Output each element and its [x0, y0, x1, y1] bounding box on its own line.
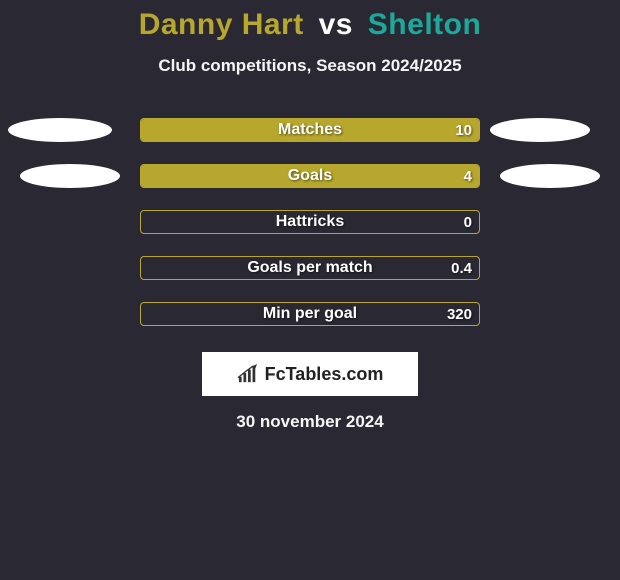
- subtitle: Club competitions, Season 2024/2025: [0, 56, 620, 76]
- player2-name: Shelton: [368, 8, 482, 41]
- brand-chart-icon: [237, 364, 259, 384]
- brand-text: FcTables.com: [265, 364, 384, 385]
- stat-row: Min per goal320: [0, 302, 620, 326]
- title-vs: vs: [319, 8, 353, 41]
- stat-row: Matches10: [0, 118, 620, 142]
- right-oval-icon: [490, 118, 590, 142]
- stat-row: Goals per match0.4: [0, 256, 620, 280]
- brand-box[interactable]: FcTables.com: [202, 352, 418, 396]
- left-oval-icon: [8, 118, 112, 142]
- page-title: Danny Hart vs Shelton: [0, 8, 620, 42]
- stats-rows: Matches10 Goals4 Hattricks0 Goals per match…: [0, 118, 620, 326]
- bar-track: [140, 302, 480, 326]
- stat-row: Goals4: [0, 164, 620, 188]
- stat-value-right: 4: [464, 164, 472, 188]
- stat-value-right: 320: [447, 302, 472, 326]
- bar-track: [140, 256, 480, 280]
- stat-value-right: 10: [455, 118, 472, 142]
- comparison-widget: Danny Hart vs Shelton Club competitions,…: [0, 0, 620, 432]
- stat-value-right: 0.4: [451, 256, 472, 280]
- bar-track: [140, 118, 480, 142]
- left-oval-icon: [20, 164, 120, 188]
- bar-left-fill: [141, 165, 479, 187]
- right-oval-icon: [500, 164, 600, 188]
- stat-row: Hattricks0: [0, 210, 620, 234]
- player1-name: Danny Hart: [139, 8, 304, 41]
- stat-value-right: 0: [464, 210, 472, 234]
- bar-left-fill: [141, 119, 479, 141]
- date-label: 30 november 2024: [0, 412, 620, 432]
- bar-track: [140, 210, 480, 234]
- bar-track: [140, 164, 480, 188]
